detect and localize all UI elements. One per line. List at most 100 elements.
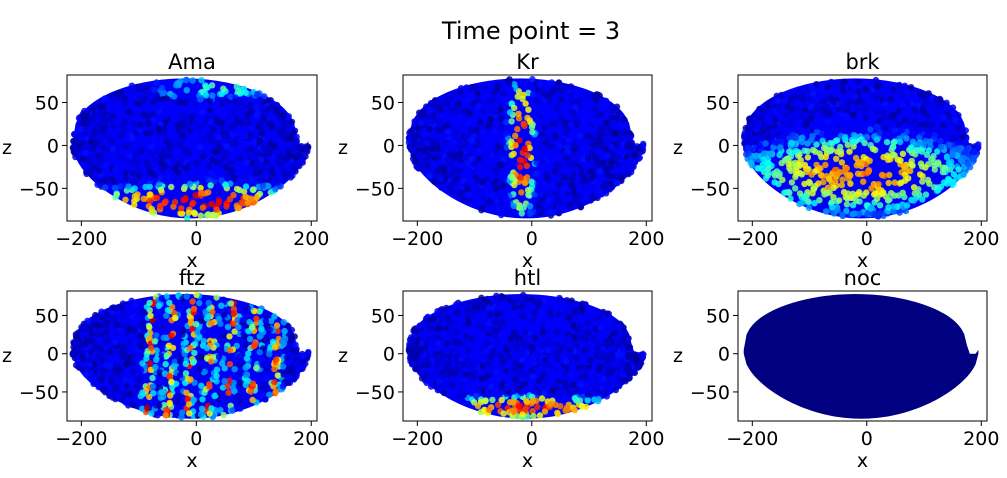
scatter-point (850, 111, 857, 119)
scatter-point (542, 315, 549, 323)
scatter-point (90, 134, 97, 141)
scatter-point (103, 133, 110, 140)
scatter-point (197, 189, 205, 197)
scatter-point (204, 84, 211, 91)
scatter-point (825, 147, 833, 154)
scatter-point (242, 381, 249, 389)
scatter-point (833, 81, 841, 88)
scatter-point (566, 389, 573, 397)
scatter-point (907, 84, 915, 91)
scatter-point (539, 90, 546, 97)
scatter-point (531, 309, 538, 316)
scatter-point (872, 76, 880, 84)
scatter-point (462, 154, 469, 162)
scatter-point (497, 106, 504, 113)
scatter-point (155, 302, 162, 310)
scatter-point (574, 197, 581, 205)
scatter-point (500, 410, 507, 417)
scatter-point (125, 87, 132, 95)
scatter-point (451, 166, 458, 174)
scatter-point (474, 103, 482, 110)
scatter-point (556, 200, 563, 207)
y-tick-label: 50 (371, 92, 395, 114)
scatter-point (950, 171, 958, 178)
scatter-point (488, 192, 496, 199)
scatter-point (889, 151, 897, 158)
scatter-point (925, 127, 933, 135)
scatter-point (954, 152, 961, 159)
scatter-point (440, 316, 448, 323)
scatter-point (247, 388, 254, 395)
x-axis-label: x (522, 250, 533, 272)
scatter-point (925, 147, 932, 154)
scatter-point (108, 304, 116, 312)
scatter-point (140, 298, 148, 305)
scatter-point (221, 98, 229, 106)
scatter-point (166, 141, 173, 148)
scatter-point (479, 204, 486, 212)
scatter-point (771, 179, 778, 186)
scatter-point (487, 368, 495, 376)
scatter-point (603, 165, 610, 173)
scatter-point (175, 174, 182, 181)
scatter-point (776, 104, 783, 111)
scatter-point (604, 371, 611, 378)
scatter-point (880, 189, 887, 196)
scatter-point (286, 153, 293, 160)
scatter-point (146, 168, 153, 175)
scatter-point (860, 192, 867, 199)
scatter-point (226, 347, 234, 354)
scatter-point (271, 143, 278, 150)
scatter-point (131, 201, 138, 208)
scatter-point (933, 108, 940, 115)
scatter-point (572, 314, 579, 322)
scatter-point (533, 170, 540, 177)
scatter-point (457, 122, 465, 130)
scatter-point (518, 384, 525, 391)
scatter-point (787, 195, 794, 202)
scatter-point (746, 134, 753, 141)
scatter-point (922, 120, 930, 127)
scatter-point (198, 317, 205, 325)
scatter-point (838, 83, 846, 91)
scatter-point (137, 83, 144, 91)
scatter-point (560, 311, 567, 319)
scatter-point (876, 129, 883, 136)
scatter-point (166, 299, 173, 306)
scatter-point (199, 204, 206, 211)
scatter-point (573, 386, 580, 394)
scatter-point (119, 312, 127, 320)
scatter-point (153, 79, 160, 86)
scatter-point (481, 170, 488, 177)
scatter-point (743, 151, 750, 158)
scatter-point (595, 395, 602, 403)
scatter-point (233, 151, 240, 158)
scatter-point (237, 397, 244, 404)
scatter-point (535, 117, 542, 124)
scatter-point (606, 103, 614, 110)
scatter-point (486, 311, 494, 318)
scatter-point (221, 365, 228, 372)
scatter-point (746, 115, 753, 123)
scatter-point (102, 99, 110, 106)
scatter-point (415, 146, 422, 153)
scatter-point (561, 341, 568, 348)
scatter-point (540, 108, 548, 115)
scatter-point (944, 120, 951, 128)
scatter-point (620, 345, 627, 352)
scatter-point (490, 347, 497, 354)
scatter-point (455, 348, 462, 355)
scatter-point (526, 144, 533, 152)
scatter-point (529, 324, 536, 331)
scatter-point (482, 342, 489, 349)
scatter-point (444, 96, 451, 104)
scatter-point (579, 139, 586, 146)
scatter-point (519, 95, 526, 103)
scatter-point (847, 180, 854, 187)
scatter-point (602, 97, 610, 105)
scatter-point (817, 165, 824, 172)
scatter-point (500, 156, 507, 163)
scatter-point (91, 120, 98, 128)
scatter-point (119, 300, 127, 307)
